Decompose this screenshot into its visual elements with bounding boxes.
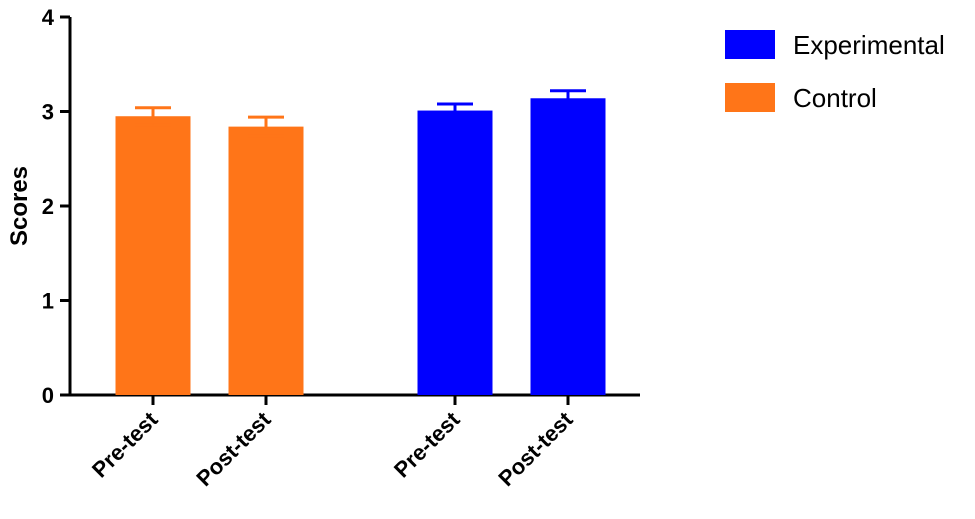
legend-swatch-experimental xyxy=(725,30,775,59)
y-tick-label: 4 xyxy=(42,5,55,30)
bar-experimental-post-test xyxy=(530,98,606,396)
y-axis-title: Scores xyxy=(6,166,33,246)
error-bar xyxy=(248,115,284,138)
legend-swatch-control xyxy=(725,83,775,112)
x-tick-label: Pre-test xyxy=(389,406,465,482)
y-tick-label: 2 xyxy=(42,194,54,219)
error-bar xyxy=(135,106,171,127)
error-bar xyxy=(437,102,473,119)
bar-control-post-test xyxy=(228,126,304,396)
legend-label-experimental: Experimental xyxy=(793,30,945,60)
y-tick-label: 1 xyxy=(42,289,54,314)
bar-control-pre-test xyxy=(115,116,191,395)
x-tick-label: Post-test xyxy=(493,406,578,491)
x-tick-label: Pre-test xyxy=(87,406,163,482)
bars xyxy=(115,89,606,396)
error-bar xyxy=(550,89,586,108)
legend-label-control: Control xyxy=(793,83,877,113)
x-tick-label: Post-test xyxy=(191,406,276,491)
bar-experimental-pre-test xyxy=(417,110,493,396)
y-tick-label: 3 xyxy=(42,100,54,125)
legend: Experimental Control xyxy=(725,30,945,113)
y-tick-label: 0 xyxy=(42,383,54,408)
